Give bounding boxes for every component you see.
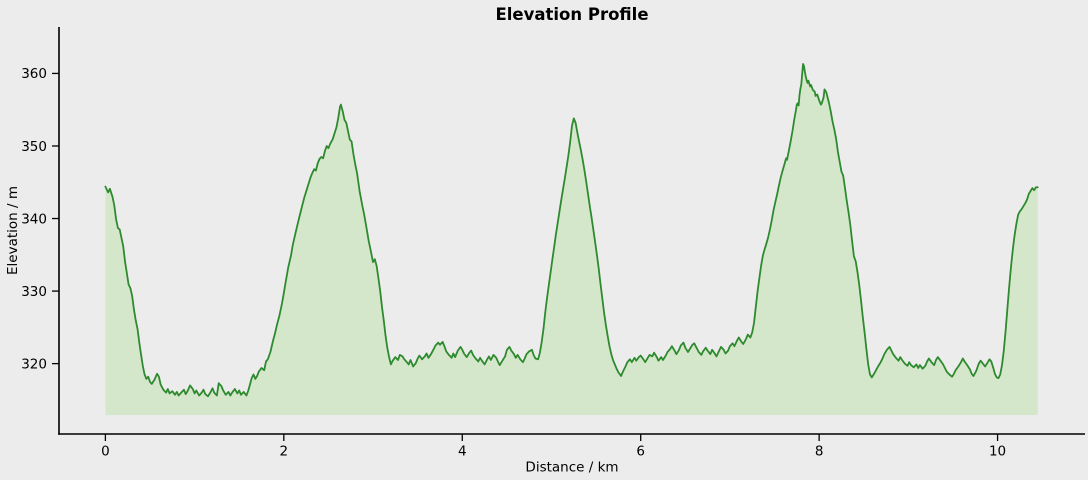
area-fill-layer xyxy=(105,64,1038,416)
x-tick-label: 6 xyxy=(636,444,645,460)
y-tick-label: 350 xyxy=(21,139,47,155)
y-tick-label: 360 xyxy=(21,66,47,82)
y-tick-label: 330 xyxy=(21,284,47,300)
axes-layer xyxy=(58,27,1085,435)
line-layer xyxy=(104,63,1039,398)
elevation-area-fill xyxy=(105,64,1038,416)
y-axis-label: Elevation / m xyxy=(5,186,21,275)
x-axis-label: Distance / km xyxy=(525,460,618,476)
elevation-line xyxy=(104,63,1039,398)
y-tick-label: 340 xyxy=(21,211,47,227)
x-tick-label: 10 xyxy=(989,444,1006,460)
chart-title: Elevation Profile xyxy=(495,5,648,24)
y-tick-label: 320 xyxy=(21,356,47,372)
x-tick-label: 2 xyxy=(280,444,289,460)
x-tick-label: 4 xyxy=(458,444,467,460)
x-tick-label: 0 xyxy=(101,444,110,460)
x-tick-label: 8 xyxy=(815,444,824,460)
tick-layer: 0 2 4 6 8 10 320 330 340 350 360 xyxy=(21,66,1006,459)
